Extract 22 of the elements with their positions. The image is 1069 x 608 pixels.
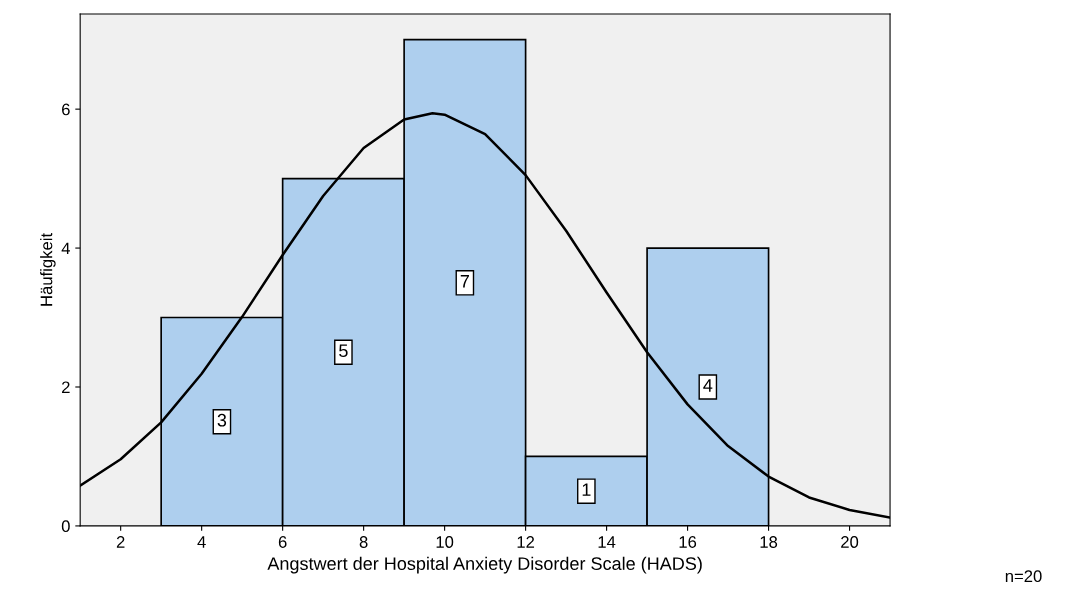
y-tick-label: 4 [61,242,70,255]
y-tick-label: 6 [62,103,70,116]
data-label: 4 [703,379,713,392]
x-tick-label: 4 [197,536,206,548]
data-label: 7 [460,275,469,288]
x-tick-label: 8 [359,536,368,548]
x-tick-label: 18 [760,536,778,548]
x-tick-label: 14 [598,536,616,548]
y-tick-label: 2 [62,381,70,394]
data-label: 3 [217,413,227,427]
data-label: 1 [582,483,591,496]
x-tick-label: 16 [679,536,697,548]
x-tick-label: 20 [841,536,859,548]
data-label: 5 [339,344,348,358]
x-axis-title: Angstwert der Hospital Anxiety Disorder Scale (HADS) [267,556,702,574]
x-tick-label: 10 [436,536,454,548]
y-tick-label: 0 [61,520,70,533]
y-axis-title: Häufigkeit [40,233,56,306]
x-tick-label: 2 [116,536,125,548]
text: n=20 [1005,570,1042,583]
x-tick-label: 6 [278,536,287,548]
x-tick-label: 12 [517,536,535,548]
